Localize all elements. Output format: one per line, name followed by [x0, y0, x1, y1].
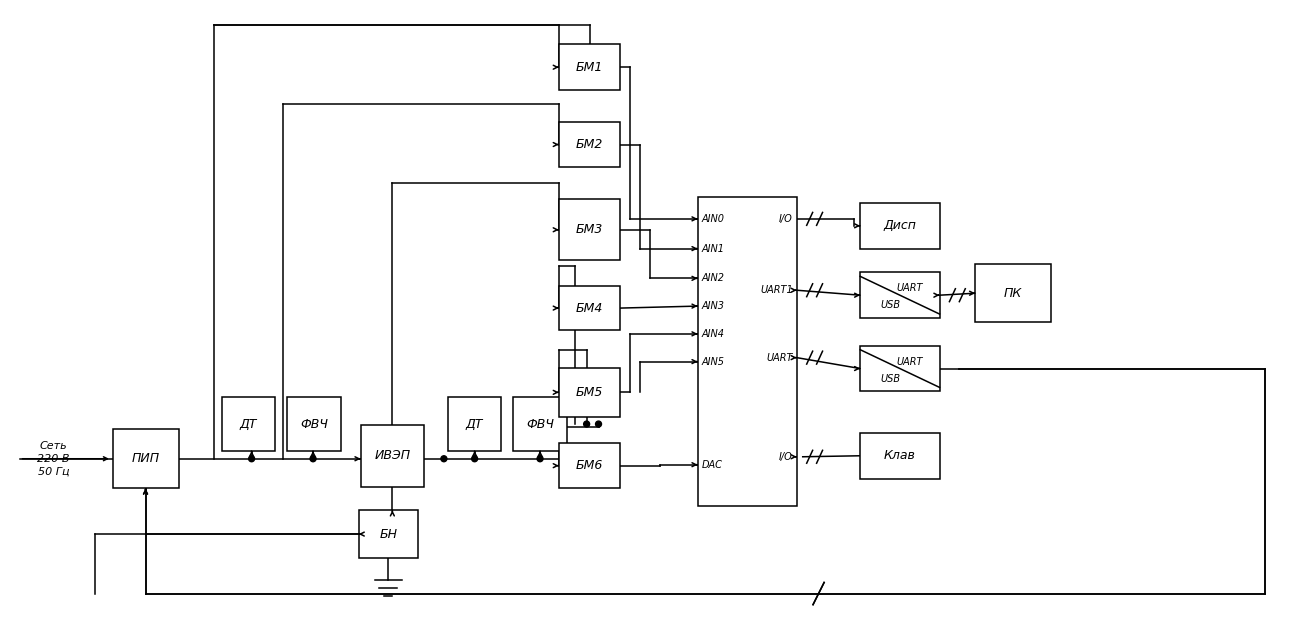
Circle shape: [311, 456, 316, 462]
Text: I/O: I/O: [779, 452, 792, 462]
Text: DAC: DAC: [701, 460, 722, 470]
Text: UART: UART: [896, 357, 923, 366]
Text: AIN1: AIN1: [701, 243, 725, 254]
FancyBboxPatch shape: [559, 122, 620, 167]
FancyBboxPatch shape: [287, 398, 341, 451]
Text: USB: USB: [880, 301, 900, 310]
FancyBboxPatch shape: [559, 199, 620, 261]
Text: ИВЭП: ИВЭП: [374, 450, 411, 462]
Text: UART: UART: [896, 283, 923, 294]
Text: ДТ: ДТ: [466, 418, 483, 430]
Text: UART1: UART1: [761, 285, 792, 295]
Text: ПК: ПК: [1004, 287, 1023, 300]
Text: ФВЧ: ФВЧ: [526, 418, 554, 430]
FancyBboxPatch shape: [513, 398, 567, 451]
FancyBboxPatch shape: [559, 368, 620, 417]
Circle shape: [596, 421, 601, 427]
FancyBboxPatch shape: [113, 429, 179, 488]
FancyBboxPatch shape: [861, 433, 940, 479]
Text: ФВЧ: ФВЧ: [300, 418, 328, 430]
Circle shape: [441, 456, 447, 462]
Text: БМ1: БМ1: [576, 61, 603, 74]
Text: ДТ: ДТ: [240, 418, 258, 430]
FancyBboxPatch shape: [861, 346, 940, 391]
Text: USB: USB: [880, 373, 900, 384]
Circle shape: [471, 456, 478, 462]
Text: AIN0: AIN0: [701, 214, 725, 224]
Text: Клав: Клав: [884, 450, 916, 462]
Circle shape: [584, 421, 590, 427]
Text: Дисп: Дисп: [883, 219, 916, 232]
FancyBboxPatch shape: [447, 398, 501, 451]
Text: БМ2: БМ2: [576, 138, 603, 151]
Text: UART: UART: [766, 353, 792, 363]
Circle shape: [249, 456, 254, 462]
Text: I/O: I/O: [779, 214, 792, 224]
Text: Сеть
220 В
50 Гц: Сеть 220 В 50 Гц: [37, 441, 70, 477]
Text: БМ4: БМ4: [576, 302, 603, 314]
FancyBboxPatch shape: [861, 273, 940, 318]
Circle shape: [537, 456, 544, 462]
FancyBboxPatch shape: [559, 44, 620, 90]
FancyBboxPatch shape: [559, 443, 620, 488]
FancyBboxPatch shape: [975, 264, 1050, 322]
Text: AIN5: AIN5: [701, 356, 725, 366]
FancyBboxPatch shape: [559, 287, 620, 330]
FancyBboxPatch shape: [361, 425, 424, 486]
FancyBboxPatch shape: [222, 398, 275, 451]
Text: БМ3: БМ3: [576, 223, 603, 236]
Text: БМ6: БМ6: [576, 459, 603, 472]
Text: AIN3: AIN3: [701, 301, 725, 311]
Text: ПИП: ПИП: [132, 452, 161, 465]
Text: БМ5: БМ5: [576, 386, 603, 399]
Text: AIN4: AIN4: [701, 329, 725, 339]
FancyBboxPatch shape: [697, 197, 796, 507]
FancyBboxPatch shape: [861, 203, 940, 249]
Text: БН: БН: [379, 527, 397, 541]
FancyBboxPatch shape: [359, 510, 418, 558]
Text: AIN2: AIN2: [701, 273, 725, 283]
